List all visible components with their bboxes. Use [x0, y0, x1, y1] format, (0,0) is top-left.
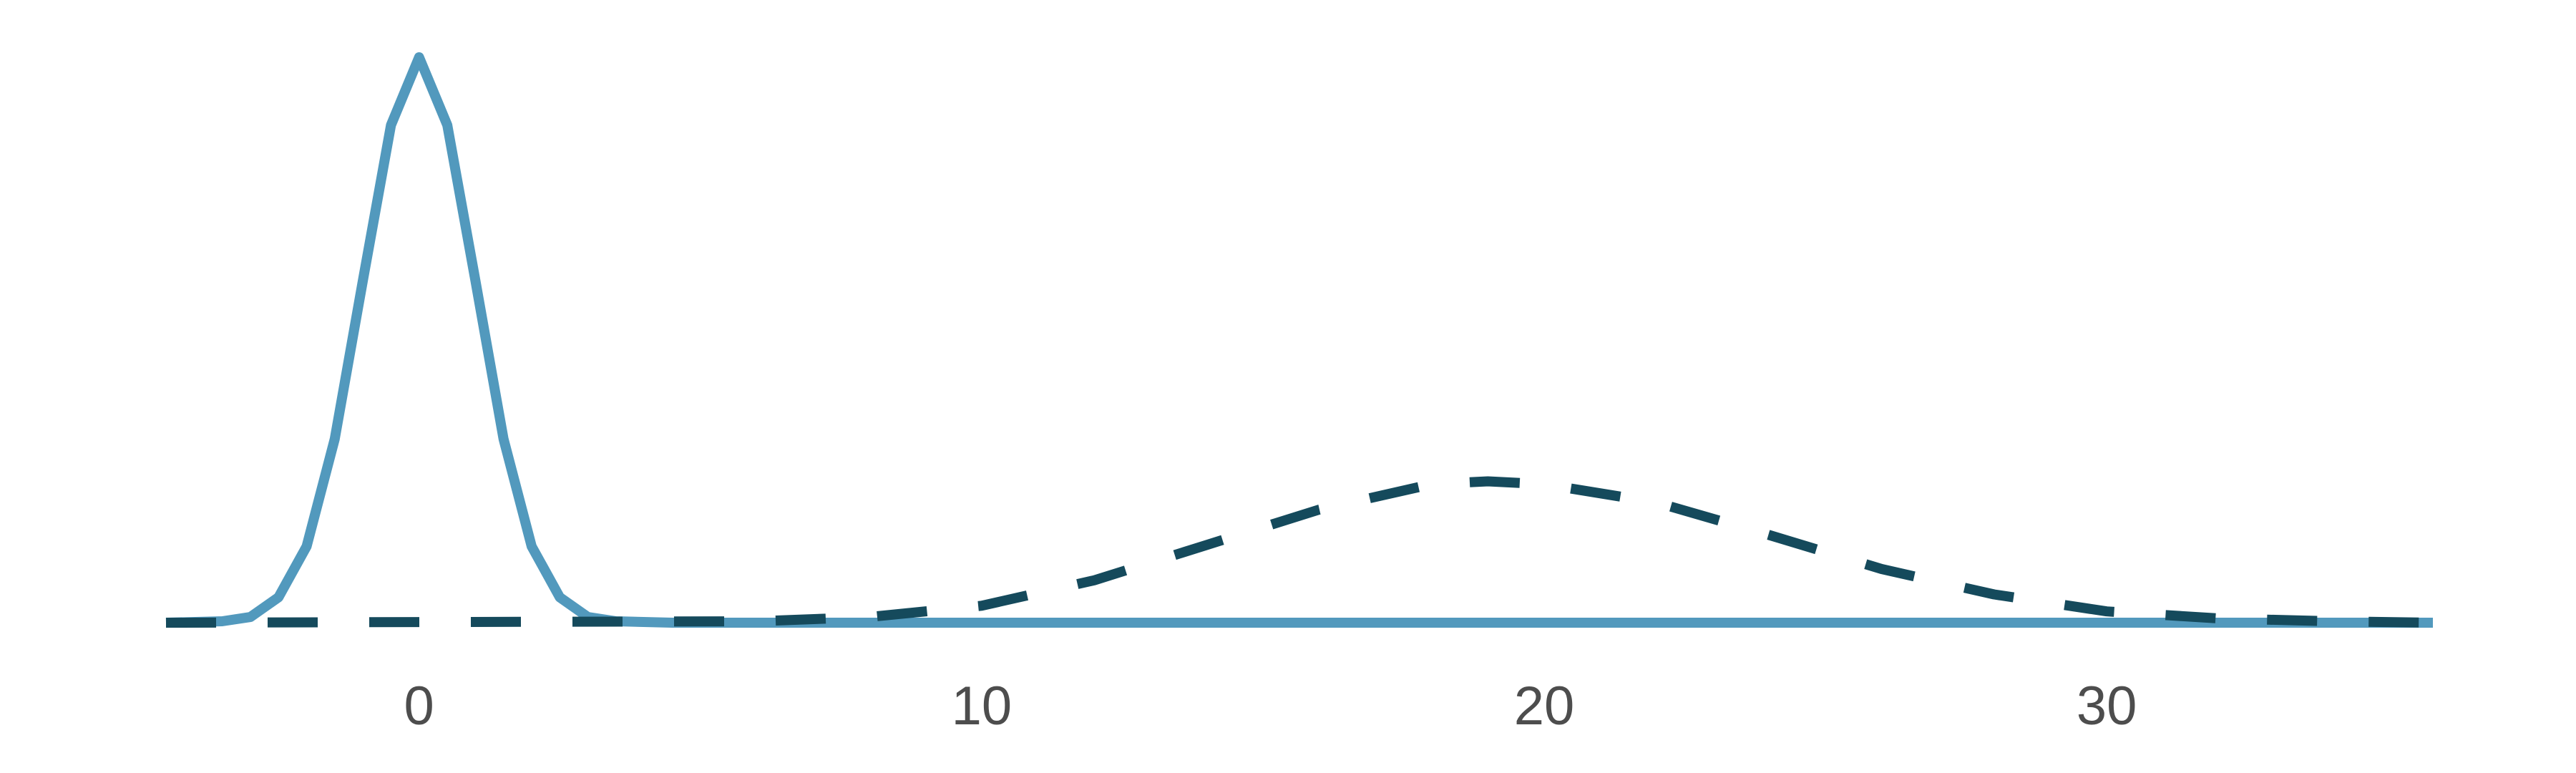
series-line-solid	[165, 52, 2433, 628]
x-tick-label: 10	[952, 676, 1013, 736]
x-tick-label: 30	[2077, 676, 2137, 736]
series-layer	[165, 52, 2434, 628]
x-tick-label: 0	[404, 676, 434, 736]
x-axis-tick-labels: 0 10 20 30	[404, 676, 2137, 736]
x-tick-label: 20	[1514, 676, 1575, 736]
series-line-dashed	[165, 476, 2434, 628]
